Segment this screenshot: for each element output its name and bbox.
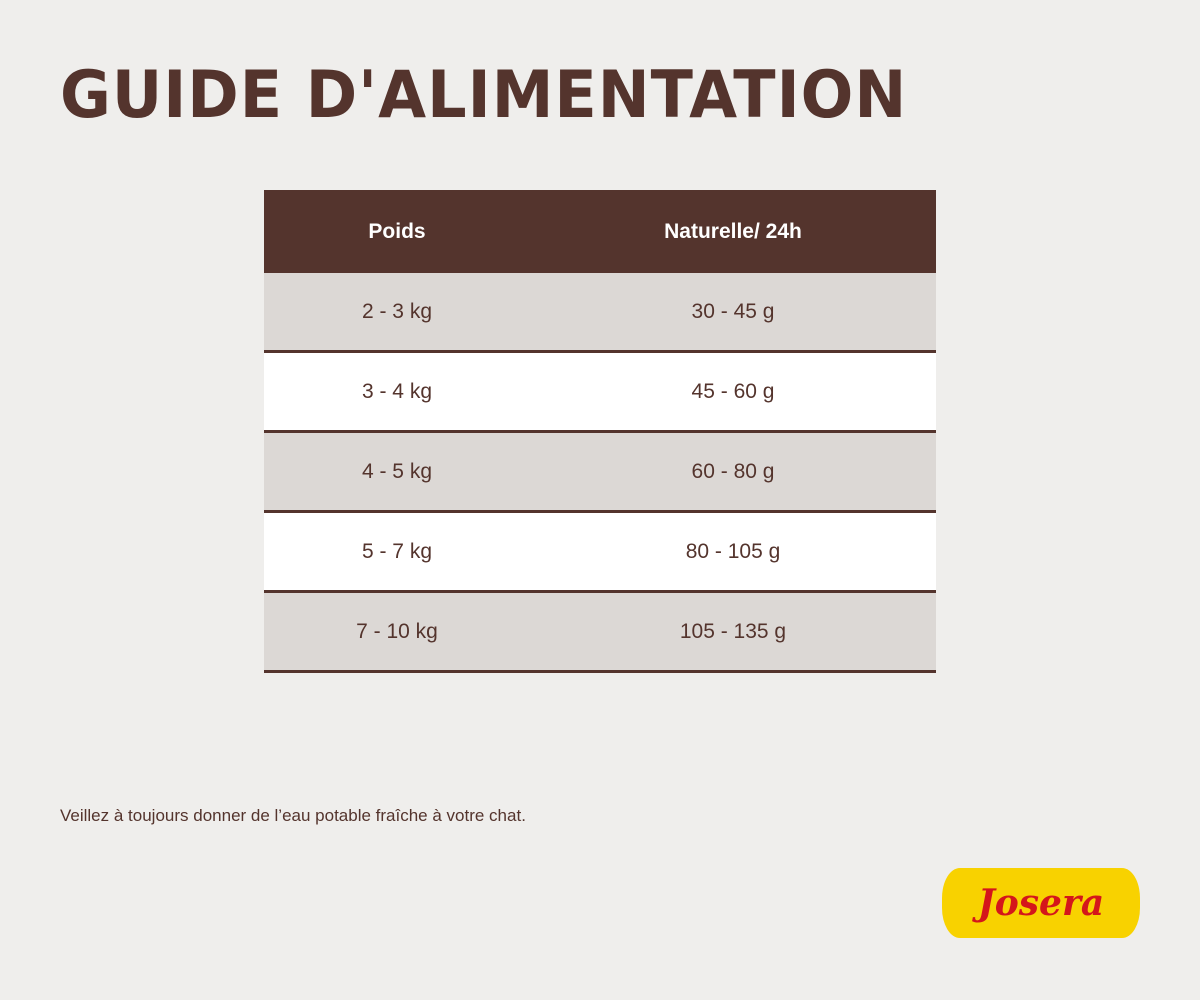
- weight-cell: 5 - 7 kg: [264, 511, 530, 593]
- amount-cell: 60 - 80 g: [530, 431, 936, 513]
- weight-cell: 7 - 10 kg: [264, 591, 530, 673]
- amount-cell: 105 - 135 g: [530, 591, 936, 673]
- table-header-row: Poids Naturelle/ 24h: [264, 190, 936, 273]
- table-row: 3 - 4 kg 45 - 60 g: [264, 351, 936, 433]
- logo-text: Josera: [977, 882, 1105, 924]
- table-row: 7 - 10 kg 105 - 135 g: [264, 591, 936, 673]
- amount-cell: 80 - 105 g: [530, 511, 936, 593]
- header-daily-amount: Naturelle/ 24h: [530, 190, 936, 273]
- amount-cell: 30 - 45 g: [530, 273, 936, 353]
- weight-cell: 2 - 3 kg: [264, 273, 530, 353]
- feeding-table: Poids Naturelle/ 24h 2 - 3 kg 30 - 45 g …: [264, 190, 936, 673]
- page-title: Guide d'alimentation: [60, 56, 908, 133]
- table-row: 4 - 5 kg 60 - 80 g: [264, 431, 936, 513]
- amount-cell: 45 - 60 g: [530, 351, 936, 433]
- weight-cell: 3 - 4 kg: [264, 351, 530, 433]
- table-row: 2 - 3 kg 30 - 45 g: [264, 273, 936, 353]
- table-row: 5 - 7 kg 80 - 105 g: [264, 511, 936, 593]
- weight-cell: 4 - 5 kg: [264, 431, 530, 513]
- water-note: Veillez à toujours donner de l’eau potab…: [60, 806, 526, 825]
- josera-logo: Josera: [942, 868, 1140, 938]
- header-weight: Poids: [264, 190, 530, 273]
